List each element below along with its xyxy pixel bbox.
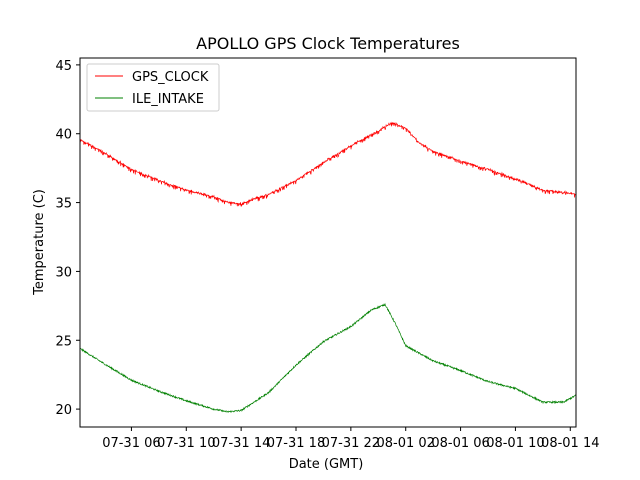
y-axis-title: Temperature (C)	[32, 189, 47, 296]
legend: GPS_CLOCK ILE_INTAKE	[86, 63, 220, 112]
y-tick-label: 40	[55, 128, 72, 143]
series-line-gps-clock	[80, 121, 576, 207]
series-line-ile-intake	[80, 302, 576, 414]
x-tick-label: 07-31 14	[212, 436, 270, 451]
x-tick-label: 08-01 10	[486, 436, 544, 451]
x-tick-label: 07-31 18	[267, 436, 325, 451]
y-tick-label: 45	[55, 59, 72, 74]
x-tick-label: 07-31 22	[322, 436, 380, 451]
legend-label: ILE_INTAKE	[132, 92, 204, 107]
x-tick-label: 07-31 06	[102, 436, 160, 451]
x-tick-label: 07-31 10	[157, 436, 215, 451]
plot-frame	[79, 57, 577, 428]
legend-label: GPS_CLOCK	[132, 70, 209, 85]
y-tick-label: 25	[55, 334, 72, 349]
y-tick-label: 30	[55, 265, 72, 280]
y-tick-label: 20	[55, 403, 72, 418]
y-tick-label: 35	[55, 197, 72, 212]
x-tick-label: 08-01 14	[541, 436, 599, 451]
x-axis-title: Date (GMT)	[289, 457, 364, 472]
x-tick-label: 08-01 02	[376, 436, 434, 451]
chart-title: APOLLO GPS Clock Temperatures	[196, 34, 460, 53]
x-tick-label: 08-01 06	[431, 436, 489, 451]
y-axis: 20 25 30 35 40 45	[55, 59, 80, 418]
series-layer	[80, 121, 576, 414]
